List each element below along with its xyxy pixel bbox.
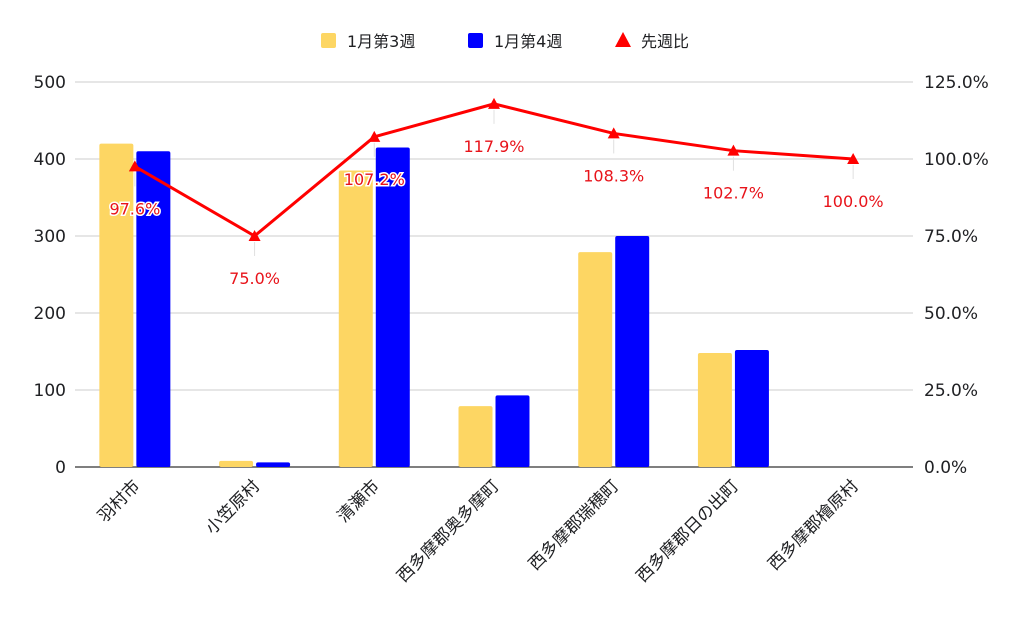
ratio-data-label: 75.0% xyxy=(229,269,280,288)
bar-week3 xyxy=(219,460,254,467)
left-axis-ticks: 0 100 200 300 400 500 xyxy=(34,73,66,478)
left-axis-tick-label: 300 xyxy=(34,227,66,247)
category-label: 西多摩郡奥多摩町 xyxy=(393,476,503,586)
right-axis-tick-label: 75.0% xyxy=(924,227,978,247)
bar-week4 xyxy=(256,462,291,467)
legend-label: 先週比 xyxy=(641,32,689,51)
ratio-point-marker xyxy=(847,153,860,164)
bar-week3 xyxy=(578,252,613,467)
ratio-point-marker xyxy=(607,127,620,139)
category-label: 清瀬市 xyxy=(334,476,384,526)
ratio-point-marker xyxy=(368,130,381,142)
bar-week4 xyxy=(495,395,530,467)
bar-week3 xyxy=(338,170,373,468)
ratio-point-marker xyxy=(727,144,740,156)
bar-week4 xyxy=(136,151,171,468)
bar-series-group xyxy=(99,143,769,468)
legend-swatch xyxy=(468,33,483,48)
ratio-data-label: 97.6% xyxy=(109,199,160,218)
bar-week4 xyxy=(615,236,650,467)
right-axis-tick-label: 25.0% xyxy=(924,381,978,401)
legend-marker-triangle xyxy=(615,32,631,47)
legend-swatch xyxy=(321,33,336,48)
legend-label: 1月第3週 xyxy=(347,32,415,51)
ratio-data-label: 117.9% xyxy=(463,137,524,156)
right-axis-tick-label: 0.0% xyxy=(924,458,967,478)
ratio-data-label: 102.7% xyxy=(703,184,764,203)
right-axis-ticks: 0.0% 25.0% 50.0% 75.0% 100.0% 125.0% xyxy=(924,73,989,478)
bar-week3 xyxy=(697,353,732,467)
ratio-data-label: 100.0% xyxy=(823,192,884,211)
left-axis-tick-label: 200 xyxy=(34,304,66,324)
left-axis-tick-label: 0 xyxy=(55,458,66,478)
right-axis-tick-label: 50.0% xyxy=(924,304,978,324)
category-label: 小笠原村 xyxy=(202,476,264,538)
ratio-data-label: 108.3% xyxy=(583,166,644,185)
bar-week4 xyxy=(734,349,769,467)
bar-week3 xyxy=(99,143,134,467)
ratio-point-marker xyxy=(488,97,500,109)
category-label: 西多摩郡檜原村 xyxy=(764,476,863,575)
ratio-point-marker xyxy=(248,230,261,241)
ratio-data-label: 107.2% xyxy=(344,170,405,189)
bar-week4 xyxy=(375,147,410,467)
ratio-line-group: 97.6% 75.0% 107.2% 117.9% 108.3% 102.7% 100.0% xyxy=(108,97,885,290)
right-axis-tick-label: 125.0% xyxy=(924,73,989,93)
legend-label: 1月第4週 xyxy=(494,32,562,51)
ratio-point-marker xyxy=(128,160,141,172)
category-label: 西多摩郡日の出町 xyxy=(633,476,743,586)
gridlines xyxy=(75,81,913,468)
left-axis-tick-label: 400 xyxy=(34,150,66,170)
category-axis-labels: 羽村市 小笠原村 清瀬市 西多摩郡奥多摩町 西多摩郡瑞穂町 西多摩郡日の出町 西多摩郡檜原村 xyxy=(94,476,862,587)
category-label: 羽村市 xyxy=(94,476,144,526)
left-axis-tick-label: 500 xyxy=(34,73,66,93)
left-axis-tick-label: 100 xyxy=(34,381,66,401)
legend: 1月第3週 1月第4週 先週比 xyxy=(321,32,689,51)
bar-week3 xyxy=(458,406,493,467)
category-label: 西多摩郡瑞穂町 xyxy=(525,476,623,574)
right-axis-tick-label: 100.0% xyxy=(924,150,989,170)
